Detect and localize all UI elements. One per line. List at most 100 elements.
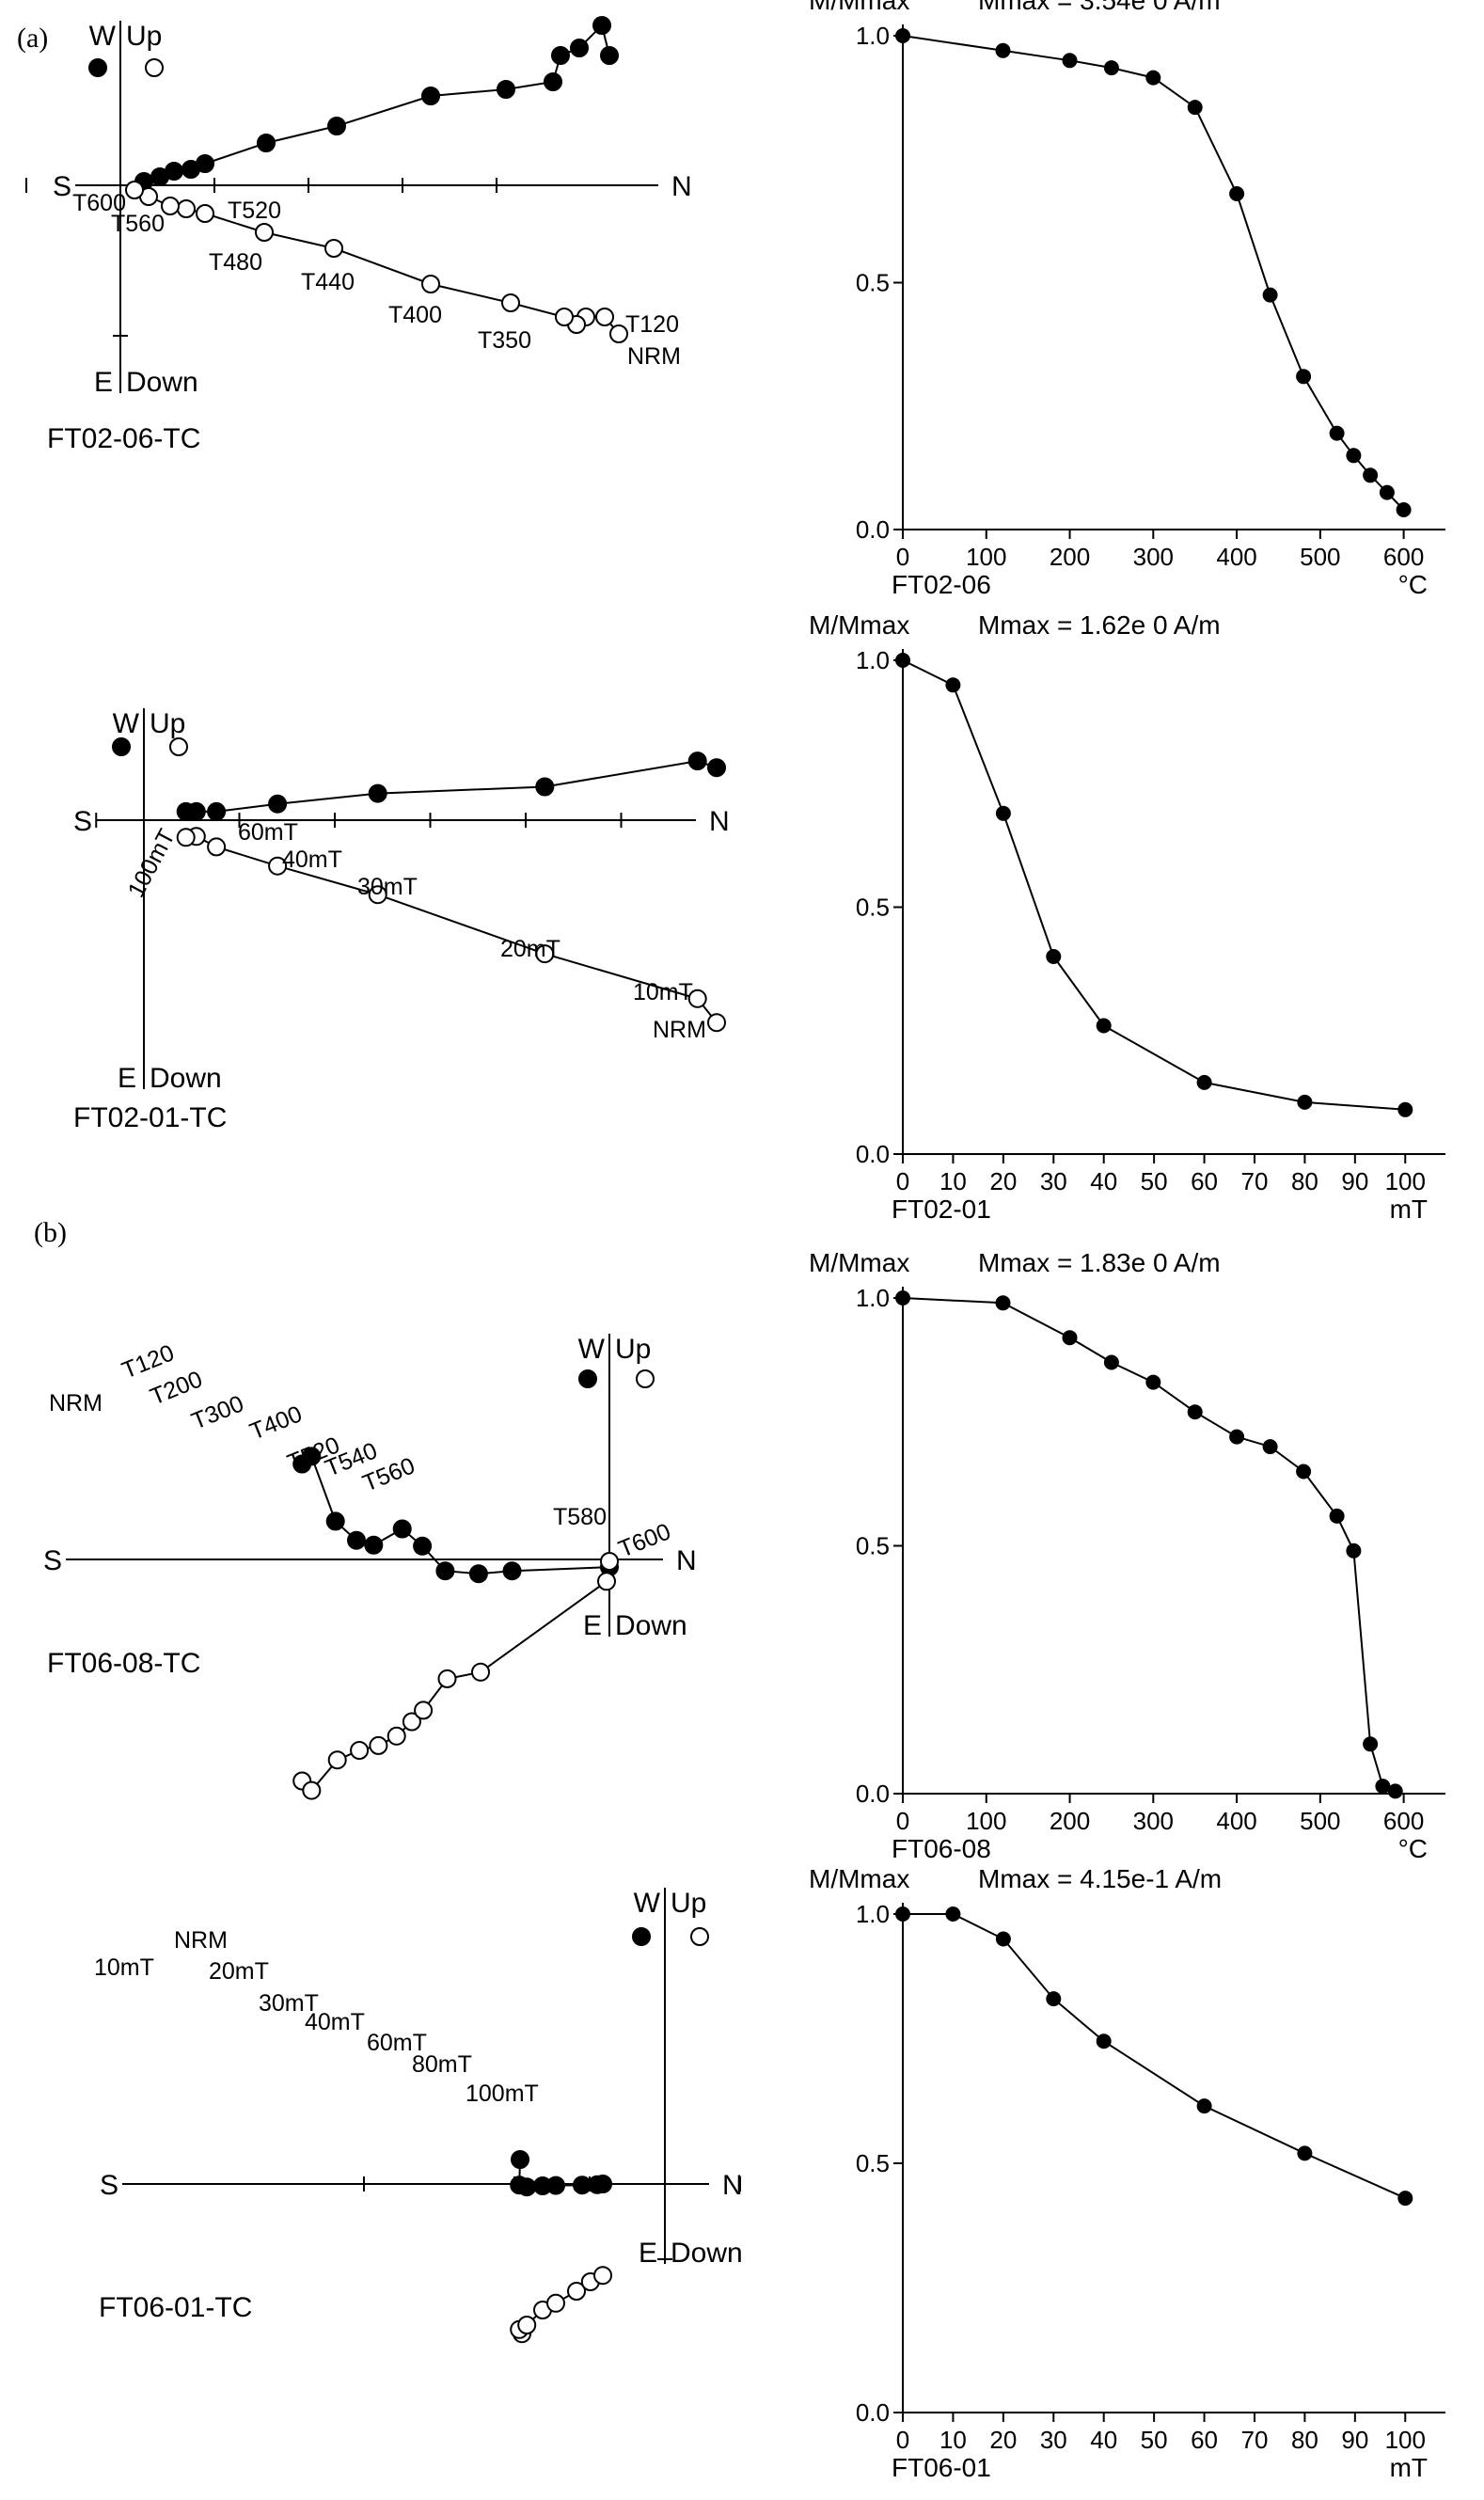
zijd0-caption: FT02-06-TC	[47, 423, 200, 454]
zijd0-horizontal-point-1	[592, 16, 611, 35]
demag2-point-9	[1329, 1508, 1345, 1524]
zijd0-step-label-4: T440	[301, 269, 355, 295]
zijd0-step-label-8: T600	[72, 190, 126, 216]
demag2-point-0	[895, 1290, 910, 1305]
demag2-point-4	[1145, 1374, 1161, 1390]
demag0-xtick-label-4: 400	[1216, 543, 1256, 571]
zijd0-horizontal-point-5	[497, 80, 515, 99]
zijd0-horizontal-point-0	[600, 46, 619, 65]
demag3-xtick-label-4: 40	[1090, 2426, 1117, 2454]
demag3-sample: FT06-01	[892, 2453, 991, 2482]
zijd1-vertical-point-7	[176, 828, 196, 847]
zijd3-vertical-point-7	[593, 2266, 612, 2286]
demag0-point-4	[1145, 70, 1161, 86]
zijd1-horizontal-point-0	[707, 758, 726, 778]
zijd0-label-down: Down	[126, 367, 198, 398]
demag1-point-4	[1096, 1018, 1112, 1034]
demag0-point-11	[1363, 467, 1379, 483]
zijd2-label-south: S	[43, 1545, 62, 1576]
demag1-xtick-label-9: 90	[1341, 1167, 1368, 1195]
zijd1-label-down: Down	[150, 1063, 222, 1094]
demag3-ylabel: M/Mmax	[809, 1864, 909, 1893]
zijd2-step-label-9: T600	[615, 1518, 674, 1562]
zijd3-label-south: S	[100, 2170, 118, 2201]
demag2-title: Mmax = 1.83e 0 A/m	[978, 1248, 1221, 1277]
zijd2-horizontal-point-6	[413, 1536, 433, 1556]
zijd1-label-north: N	[709, 806, 730, 837]
demag1-xtick-label-8: 80	[1291, 1167, 1318, 1195]
demag2-point-5	[1187, 1404, 1203, 1420]
zijd2-horizontal-point-3	[347, 1530, 366, 1550]
demag0-point-8	[1296, 369, 1312, 385]
demag3-ytick-label-2: 1.0	[856, 1900, 890, 1928]
zijd2-vertical-point-3	[350, 1741, 370, 1760]
demag1-point-6	[1297, 1094, 1313, 1110]
zijd2-vertical-point-8	[437, 1669, 457, 1688]
zijd1-label-east: E	[118, 1063, 136, 1094]
zijd0-vertical-point-13	[125, 181, 144, 199]
zijd2-legend-filled	[578, 1369, 597, 1388]
demag1-xtick-label-4: 40	[1090, 1167, 1117, 1195]
zijd0-horizontal-point-10	[182, 160, 200, 179]
zijd1-horizontal-point-2	[535, 777, 555, 797]
zijd1-vertical-point-1	[687, 989, 707, 1008]
demag3-xtick-label-0: 0	[896, 2426, 909, 2454]
zijd2-label-down: Down	[615, 1610, 687, 1641]
demag3-point-2	[995, 1931, 1011, 1947]
demag2-xlabel: °C	[1398, 1834, 1428, 1863]
zijd2-horizontal-point-2	[325, 1511, 345, 1531]
zijd0-step-label-1: T120	[625, 311, 679, 338]
demag1-point-7	[1397, 1101, 1413, 1117]
demag0-point-7	[1262, 287, 1278, 303]
zijd3-step-label-3: 30mT	[259, 1990, 319, 2017]
zijd2-step-label-8: T580	[553, 1504, 607, 1530]
demag2-point-12	[1375, 1779, 1391, 1795]
demag2-xtick-label-4: 400	[1216, 1807, 1256, 1835]
demag3-point-1	[945, 1907, 961, 1922]
zijd1-horizontal-point-7	[176, 801, 196, 821]
demag2-xtick-label-3: 300	[1133, 1807, 1174, 1835]
zijd0-label-west: W	[89, 21, 117, 52]
demag1-point-2	[995, 805, 1011, 821]
demag2-xtick-label-6: 600	[1383, 1807, 1424, 1835]
demag0-point-9	[1329, 425, 1345, 441]
demag0-point-10	[1346, 448, 1362, 464]
zijd3-step-label-7: 100mT	[466, 2081, 539, 2107]
demag3-xtick-label-1: 10	[939, 2426, 967, 2454]
zijd3-step-label-6: 80mT	[412, 2051, 472, 2078]
zijd1-horizontal-point-4	[268, 794, 288, 814]
demag0-point-1	[995, 42, 1011, 58]
demag3-xtick-label-3: 30	[1040, 2426, 1067, 2454]
demag0-point-5	[1187, 100, 1203, 116]
zijd1-vertical-point-5	[207, 837, 227, 857]
demag2-xtick-label-1: 100	[966, 1807, 1006, 1835]
demag3-title: Mmax = 4.15e-1 A/m	[978, 1864, 1222, 1893]
demag1-ytick-label-0: 0.0	[856, 1140, 890, 1168]
zijd2-label-east: E	[583, 1610, 602, 1641]
demag2-point-13	[1387, 1783, 1403, 1799]
demag0-xlabel: °C	[1398, 570, 1428, 599]
demag2-xtick-label-5: 500	[1300, 1807, 1340, 1835]
demag3-point-3	[1046, 1991, 1062, 2007]
zijd1-legend-filled	[112, 737, 131, 756]
zijd3-vertical-point-2	[517, 2316, 537, 2334]
zijd1-vertical-point-4	[268, 856, 288, 876]
demag3-point-0	[895, 1907, 910, 1922]
zijd0-vertical-point-9	[196, 204, 214, 223]
zijd3-step-label-2: 20mT	[209, 1958, 269, 1985]
zijd2-step-label-3: T300	[188, 1390, 247, 1434]
zijd1-vertical-point-3	[368, 885, 387, 905]
demag0-ytick-label-2: 1.0	[856, 22, 890, 50]
zijd1-vertical-point-2	[535, 944, 555, 964]
zijd0-step-label-6: T520	[228, 198, 281, 224]
zijd0-horizontal-point-8	[257, 134, 276, 152]
zijd3-vertical-point-4	[546, 2293, 565, 2313]
demag2-xtick-label-0: 0	[896, 1807, 909, 1835]
zijd3-horizontal-point-2	[517, 2177, 537, 2197]
zijd2-vertical-point-11	[600, 1552, 619, 1571]
zijd1-label-west: W	[113, 708, 140, 739]
zijd0-step-label-2: T350	[478, 327, 531, 354]
zijd0-label-up: Up	[126, 21, 162, 52]
demag3-xtick-label-9: 90	[1341, 2426, 1368, 2454]
